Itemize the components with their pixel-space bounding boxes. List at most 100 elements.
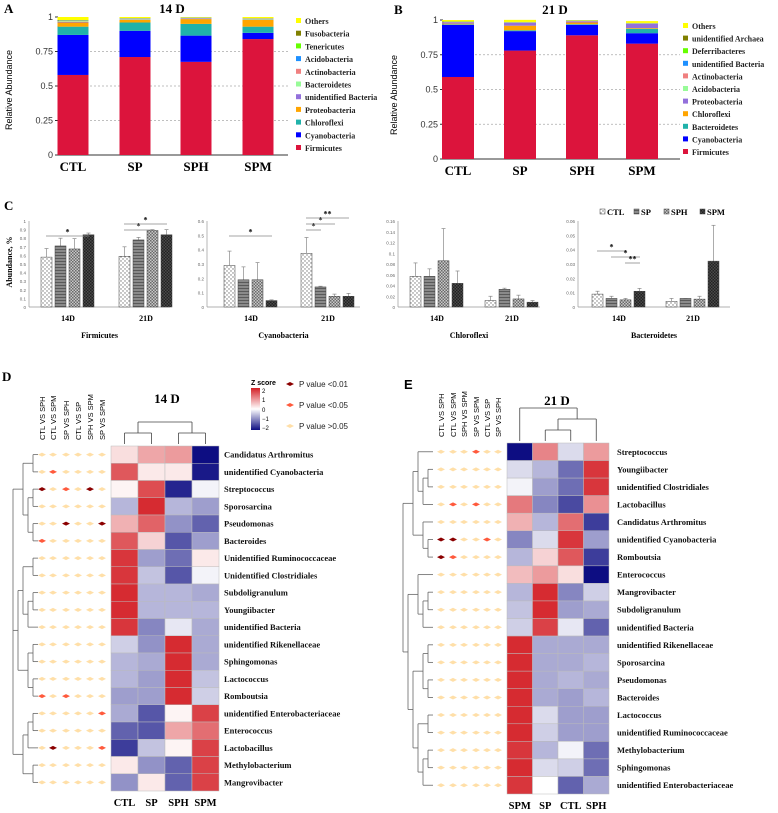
p-value-marker-icon — [449, 783, 457, 788]
y-tick-label: 0.5 — [40, 81, 53, 91]
p-value-marker-icon — [38, 625, 46, 630]
bar-sp — [423, 276, 436, 308]
p-value-marker-icon — [472, 783, 480, 788]
heatmap-cell — [532, 495, 559, 514]
p-value-marker-icon — [49, 538, 57, 543]
row-label: Methylobacterium — [224, 760, 292, 770]
y-tick-label: 0.1 — [389, 251, 396, 256]
p-value-marker-icon — [483, 713, 491, 718]
p-value-marker-icon — [74, 659, 82, 664]
row-label: Lactococcus — [224, 674, 269, 684]
panel-label-d: D — [2, 369, 11, 384]
p-value-marker-icon — [449, 625, 457, 630]
p-value-marker-icon — [62, 676, 70, 681]
row-label: unidentified Enterobacteriaceae — [224, 708, 340, 718]
legend-label: SPH — [671, 207, 688, 217]
row-label: Youngiibacter — [617, 464, 668, 474]
bar-segment-firmicutes — [626, 43, 658, 159]
row-label: Bacteroides — [617, 692, 660, 702]
p-value-marker-icon — [62, 469, 70, 474]
y-tick-label: 1 — [433, 15, 438, 25]
p-value-marker-icon — [460, 783, 468, 788]
p-value-marker-icon — [38, 607, 46, 612]
p-value-marker-icon — [460, 572, 468, 577]
heatmap-legend: Z score 2 1 0 −1 −2 P value <0.01 P value… — [251, 380, 349, 432]
p-value-marker-icon — [494, 484, 502, 489]
heatmap-cell — [583, 530, 610, 549]
heatmap-cell — [110, 514, 139, 533]
p-value-marker-icon — [49, 573, 57, 578]
p-value-marker-icon — [49, 625, 57, 630]
p-value-marker-icon — [472, 695, 480, 700]
p-value-marker-icon — [483, 467, 491, 472]
bar-spm — [707, 260, 720, 308]
p-value-marker-icon — [86, 642, 94, 647]
column-label: SPM — [509, 801, 531, 812]
p-value-marker-icon — [98, 590, 106, 595]
heatmap-cell — [191, 687, 220, 705]
p-value-marker-icon — [38, 590, 46, 595]
p-value-marker-icon — [472, 607, 480, 612]
x-tick-label: SPM — [628, 163, 655, 178]
comparison-label: CTL VS SP — [74, 402, 83, 440]
row-label: Enterococcus — [617, 570, 666, 580]
legend-label: Acidobacteria — [692, 85, 740, 94]
p-value-marker-icon — [49, 642, 57, 647]
p-value-marker-icon — [437, 590, 445, 595]
p-value-marker-icon — [62, 659, 70, 664]
bar-segment-proteobacteria — [57, 22, 89, 27]
p-value-marker-icon — [38, 538, 46, 543]
heatmap-cell — [583, 442, 610, 461]
p-value-marker-icon — [460, 467, 468, 472]
legend-swatch — [683, 98, 688, 104]
p-value-marker-icon — [38, 642, 46, 647]
heatmap-cell — [583, 565, 610, 584]
y-tick-label: 0.75 — [35, 47, 53, 57]
p-value-marker-icon — [483, 660, 491, 665]
row-label: Methylobacterium — [617, 745, 685, 755]
bar-segment-proteobacteria — [442, 22, 474, 24]
heatmap-cell — [506, 495, 533, 514]
heatmap-cell — [191, 532, 220, 550]
legend-swatch — [296, 43, 301, 49]
bar-sph — [437, 260, 450, 308]
heatmap-cell — [110, 583, 139, 602]
p-value-marker-icon — [49, 694, 57, 699]
legend-label: Cyanobacteria — [305, 131, 355, 140]
p-value-marker-icon — [62, 538, 70, 543]
p-value-marker-icon — [460, 555, 468, 560]
bar-segment-chloroflexi — [242, 26, 274, 33]
heatmap-cell — [164, 549, 193, 567]
heatmap-cell — [137, 514, 166, 533]
heatmap-cell — [557, 460, 584, 479]
heatmap-cell — [557, 495, 584, 514]
p-value-marker-icon — [494, 660, 502, 665]
heatmap-cell — [532, 688, 559, 707]
y-tick-label: 0.25 — [420, 119, 438, 129]
heatmap-cell — [110, 601, 139, 619]
heatmap-cell — [583, 618, 610, 637]
p-value-marker-icon — [460, 449, 468, 454]
heatmap-cell — [110, 497, 139, 516]
heatmap-cell — [583, 460, 610, 479]
panel-label-e: E — [404, 377, 413, 392]
heatmap-cell — [164, 618, 193, 636]
y-tick-label: 0.02 — [566, 276, 575, 281]
y-tick-label: 1 — [48, 12, 53, 22]
legend-label: unidentified Bacteria — [692, 60, 764, 69]
heatmap-cell — [191, 773, 220, 792]
row-label: Pseudomonas — [617, 675, 667, 685]
legend-swatch — [296, 18, 301, 23]
y-tick-label: 0.2 — [20, 288, 27, 293]
p-value-marker-icon — [98, 780, 106, 785]
bar-segment-others — [242, 17, 274, 19]
p-value-legend-label: P value <0.05 — [299, 401, 349, 410]
y-tick-label: 0.9 — [20, 228, 27, 233]
legend-swatch — [296, 94, 301, 100]
p-value-marker-icon — [86, 504, 94, 509]
p-value-marker-icon — [286, 403, 294, 407]
bar-segment-cyanobacteria — [180, 35, 212, 62]
heatmap-cell — [583, 635, 610, 654]
p-value-marker-icon — [74, 711, 82, 716]
